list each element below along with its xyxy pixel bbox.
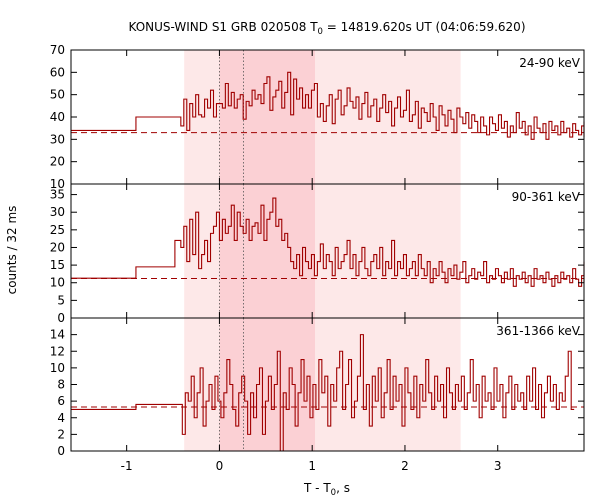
y-tick-label: 0 [57,444,65,458]
y-tick-label: 5 [57,293,65,307]
y-tick-label: 12 [50,344,65,358]
chart-title-rest: = 14819.620s UT (04:06:59.620) [323,20,526,34]
y-tick-label: 70 [50,43,65,57]
y-tick-label: 30 [50,132,65,146]
x-axis-label-rest: , s [336,481,350,495]
y-tick-label: 2 [57,427,65,441]
y-tick-label: 35 [50,188,65,202]
x-tick-label: 0 [216,459,224,473]
y-tick-label: 10 [50,177,65,191]
y-axis-label: counts / 32 ms [5,206,19,295]
light-curve-series [71,197,585,287]
y-tick-label: 30 [50,205,65,219]
y-tick-label: 20 [50,155,65,169]
chart-title-main: KONUS-WIND S1 GRB 020508 T [129,20,319,34]
y-tick-label: 10 [50,276,65,290]
x-axis-label: T - T0, s [303,481,350,498]
y-tick-label: 10 [50,361,65,375]
shaded-interval-inner [219,50,315,184]
light-curve-series [71,334,575,452]
x-axis-label-main: T - T [303,481,331,495]
y-tick-label: 0 [57,311,65,325]
chart-title: KONUS-WIND S1 GRB 020508 T0 = 14819.620s… [129,20,526,37]
y-tick-label: 60 [50,65,65,79]
y-tick-label: 14 [50,328,65,342]
x-tick-label: 2 [401,459,409,473]
energy-band-label: 90-361 keV [512,190,581,204]
panel-3: 0 2 4 6 8 10 12 14 361-1366 keV [50,317,585,458]
y-tick-label: 4 [57,411,65,425]
y-tick-label: 6 [57,394,65,408]
chart-title-subscript: 0 [318,27,323,37]
x-tick-label: -1 [121,459,133,473]
energy-band-label: 24-90 keV [519,56,581,70]
y-tick-label: 50 [50,88,65,102]
shaded-interval-inner [219,318,315,451]
y-tick-label: 15 [50,258,65,272]
x-axis-label-subscript: 0 [331,488,336,498]
y-tick-label: 40 [50,110,65,124]
y-tick-label: 8 [57,378,65,392]
x-tick-label: 3 [494,459,502,473]
energy-band-label: 361-1366 keV [496,324,580,338]
panel-2: 0 5 10 15 20 25 30 35 90-361 keV [50,183,585,325]
x-tick-label: 1 [308,459,316,473]
shaded-interval-inner [219,184,315,318]
y-tick-label: 25 [50,223,65,237]
y-tick-label: 20 [50,240,65,254]
light-curve-series [71,71,585,140]
panel-1: 10 20 30 40 50 60 70 24-90 keV [50,43,585,191]
